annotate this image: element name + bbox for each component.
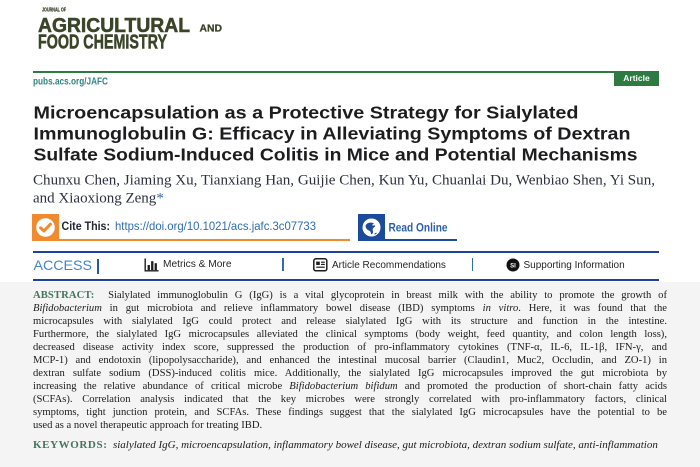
svg-text:JOURNAL OF: JOURNAL OF (42, 8, 66, 14)
svg-text:Read Online: Read Online (389, 220, 448, 234)
svg-text:FOOD CHEMISTRY: FOOD CHEMISTRY (38, 31, 167, 54)
svg-text:Sulfate Sodium-Induced Colitis: Sulfate Sodium-Induced Colitis in Mice a… (34, 145, 638, 165)
svg-text:AGRICULTURAL: AGRICULTURAL (38, 14, 190, 37)
svg-text:AND: AND (200, 24, 223, 35)
svg-text:pubs.acs.org/JAFC: pubs.acs.org/JAFC (33, 76, 108, 88)
svg-text:ACCESS: ACCESS (34, 258, 93, 273)
svg-text:Immunoglobulin G: Efficacy in: Immunoglobulin G: Efficacy in Alleviatin… (34, 124, 631, 144)
svg-text:Chunxu Chen, Jiaming Xu, Tianx: Chunxu Chen, Jiaming Xu, Tianxiang Han, … (33, 173, 655, 189)
svg-text:and Xiaoxiong Zeng*: and Xiaoxiong Zeng* (33, 191, 164, 207)
svg-text:Cite This:: Cite This: (62, 219, 111, 233)
svg-text:Microencapsulation as a Protec: Microencapsulation as a Protective Strat… (34, 103, 579, 123)
svg-text:https://doi.org/10.1021/acs.ja: https://doi.org/10.1021/acs.jafc.3c07733 (115, 219, 316, 233)
svg-text:SI: SI (510, 263, 516, 269)
